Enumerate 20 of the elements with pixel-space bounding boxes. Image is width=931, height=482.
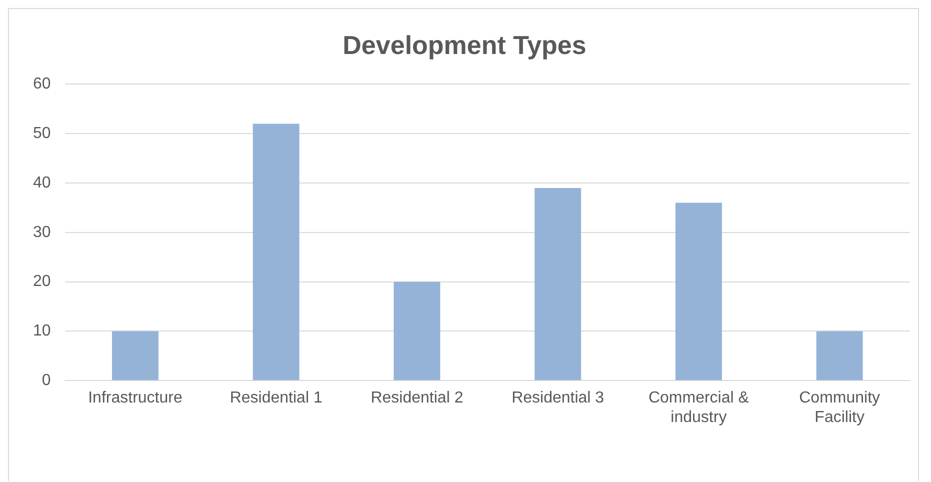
bar bbox=[252, 124, 300, 380]
bar bbox=[394, 282, 440, 380]
y-tick-label: 60 bbox=[33, 76, 51, 93]
bar bbox=[816, 331, 863, 380]
y-tick-label: 50 bbox=[33, 125, 51, 142]
bar bbox=[675, 202, 722, 380]
chart-title: Development Types bbox=[342, 30, 586, 60]
x-tick-label: Community Facility bbox=[799, 390, 880, 426]
bar bbox=[112, 331, 158, 380]
y-tick-label: 0 bbox=[42, 372, 51, 390]
bar bbox=[534, 188, 582, 380]
x-tick-label: Residential 3 bbox=[512, 390, 604, 407]
y-tick-label: 20 bbox=[33, 273, 51, 290]
x-tick-label: Infrastructure bbox=[88, 390, 182, 407]
x-tick-label: Commercial & industry bbox=[648, 390, 750, 426]
y-tick-label: 40 bbox=[33, 174, 51, 192]
x-tick-label: Residential 2 bbox=[370, 390, 464, 407]
y-tick-label: 30 bbox=[33, 224, 51, 241]
x-tick-label: Residential 1 bbox=[230, 390, 322, 407]
y-tick-label: 10 bbox=[33, 322, 51, 340]
